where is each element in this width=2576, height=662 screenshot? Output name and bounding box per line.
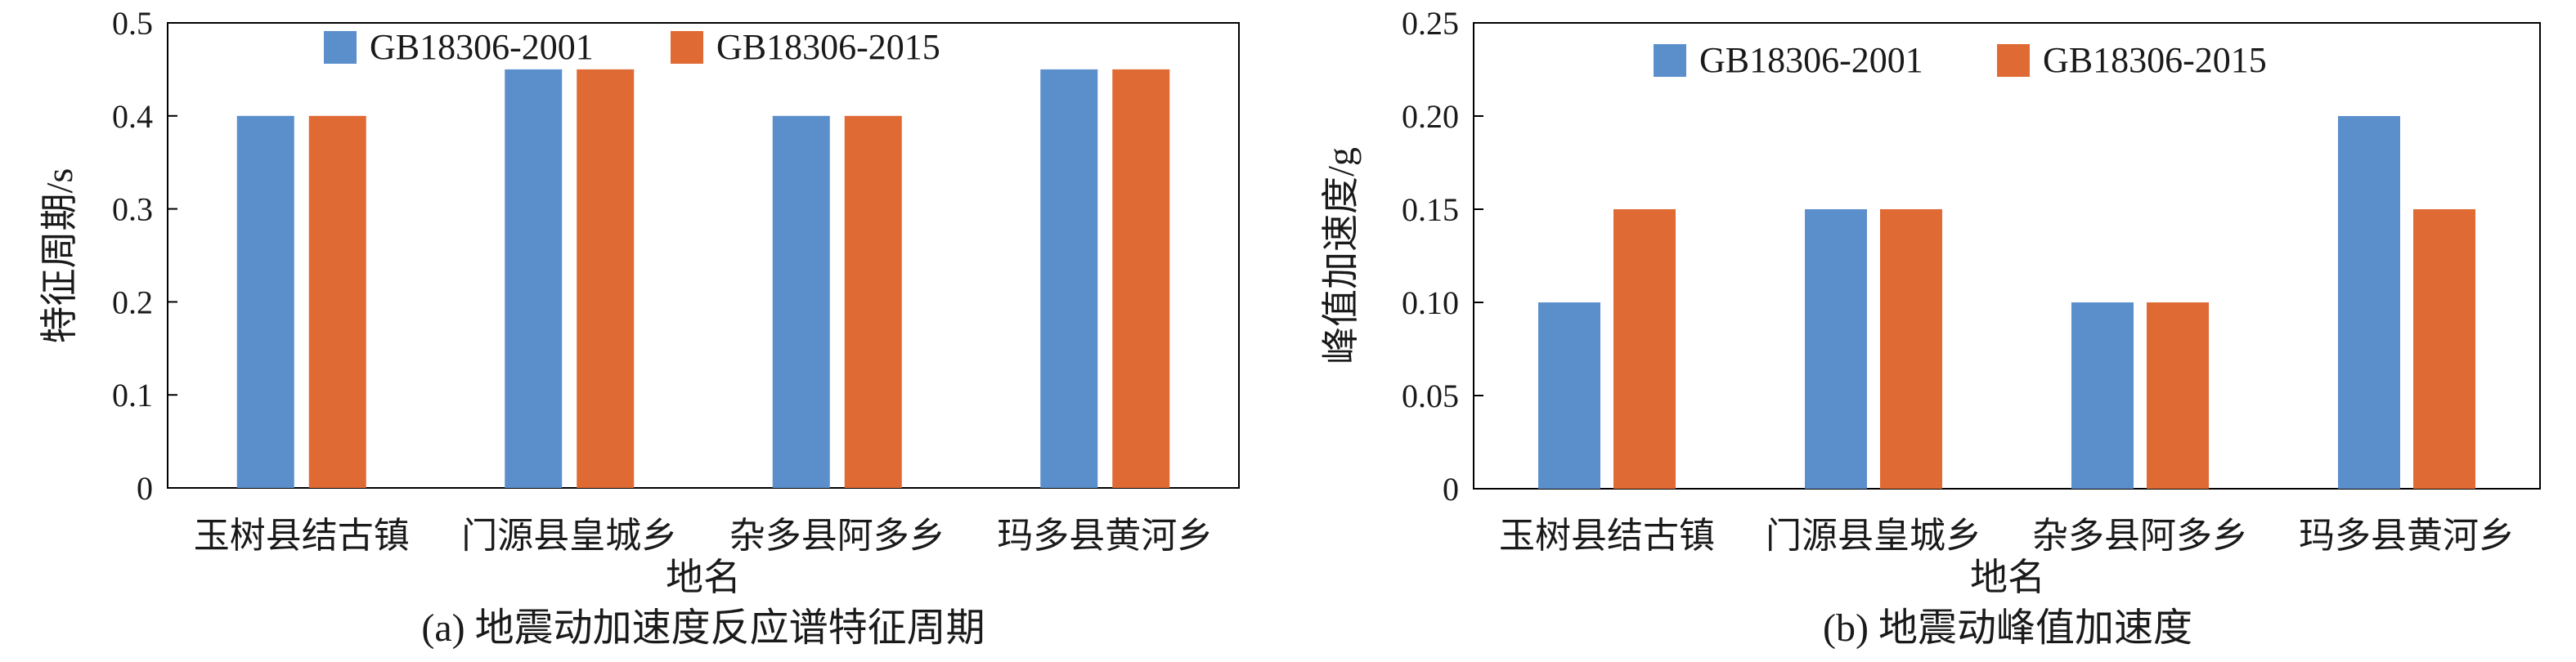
chart-b-bars: [1538, 116, 2475, 489]
chart-b-y-tick-label: 0.20: [1402, 98, 1459, 135]
chart-b-legend-label-2001: GB18306-2001: [1699, 40, 1923, 80]
chart-a-bar-2015-1: [308, 115, 366, 489]
chart-a-y-ticks: 0 0.1 0.2 0.3 0.4 0.5: [112, 5, 177, 507]
chart-b-bar-2001-4: [2338, 116, 2400, 489]
chart-b-bar-2015-4: [2413, 209, 2475, 489]
chart-b-plot-frame: [1473, 22, 2541, 490]
chart-b-bar-2001-3: [2071, 302, 2134, 489]
chart-a-y-tick-label: 0.2: [112, 284, 153, 320]
chart-a-bar-2015-4: [1112, 69, 1170, 488]
chart-a-bar-2015-3: [844, 115, 902, 489]
chart-b-bar-2015-1: [1613, 209, 1676, 489]
chart-b-y-ticks: 0 0.05 0.10 0.15 0.20 0.25: [1402, 5, 1483, 508]
chart-b-category-label: 杂多县阿多乡: [2032, 516, 2248, 556]
chart-a-category-label: 门源县皇城乡: [461, 516, 677, 556]
chart-a-plot-frame: [167, 22, 1240, 489]
chart-b-caption: (b) 地震动峰值加速度: [1823, 606, 2192, 650]
chart-a-category-label: 杂多县阿多乡: [729, 516, 945, 556]
chart-b-category-label: 玛多县黄河乡: [2299, 516, 2515, 556]
chart-b-legend-swatch-2001: [1654, 44, 1686, 77]
chart-b-x-axis-title: 地名: [1970, 557, 2045, 598]
chart-a-bar-2015-2: [577, 69, 635, 488]
chart-a-categories: 玉树县结古镇 门源县皇城乡 杂多县阿多乡 玛多县黄河乡: [194, 516, 1214, 556]
chart-a-y-tick-label: 0.1: [112, 377, 153, 414]
chart-b-y-tick-label: 0.15: [1402, 191, 1459, 228]
chart-b-y-tick-label: 0: [1443, 471, 1459, 508]
chart-b-y-tick-label: 0.25: [1402, 5, 1459, 42]
chart-a-bars: [236, 69, 1170, 489]
chart-a-y-tick-label: 0.4: [112, 98, 153, 135]
chart-b-y-tick-label: 0.05: [1402, 378, 1459, 414]
chart-a-x-axis-title: 地名: [666, 557, 741, 598]
chart-a-bar-2001-3: [772, 115, 830, 489]
chart-a-legend-label-2015: GB18306-2015: [716, 27, 940, 67]
chart-a-y-tick-label: 0.5: [112, 5, 153, 42]
chart-a-category-label: 玉树县结古镇: [194, 516, 410, 556]
chart-a-bar-2001-1: [236, 115, 294, 489]
chart-a-characteristic-period: 0 0.1 0.2 0.3 0.4 0.5 玉树县结古镇 门源县皇城乡 杂多县阿多乡 玛多县黄河…: [38, 5, 1240, 650]
chart-a-legend-swatch-2015: [671, 31, 703, 64]
chart-b-peak-acceleration: 0 0.05 0.10 0.15 0.20 0.25 玉树县结古镇 门源县皇城乡 杂多县阿多乡…: [1320, 5, 2541, 650]
chart-b-bar-2015-3: [2147, 302, 2209, 489]
chart-a-category-label: 玛多县黄河乡: [997, 516, 1213, 556]
chart-b-categories: 玉树县结古镇 门源县皇城乡 杂多县阿多乡 玛多县黄河乡: [1499, 516, 2515, 556]
chart-a-legend-swatch-2001: [324, 31, 357, 64]
chart-b-bar-2015-2: [1880, 209, 1942, 489]
chart-b-bar-2001-2: [1805, 209, 1867, 489]
chart-a-caption: (a) 地震动加速度反应谱特征周期: [421, 606, 985, 650]
chart-b-y-tick-label: 0.10: [1402, 284, 1459, 321]
chart-b-bar-2001-1: [1538, 302, 1600, 489]
chart-b-category-label: 玉树县结古镇: [1499, 516, 1715, 556]
chart-a-bar-2001-2: [505, 69, 563, 488]
chart-a-y-tick-label: 0: [137, 470, 153, 507]
chart-b-legend-swatch-2015: [1997, 44, 2030, 77]
chart-a-bar-2001-4: [1040, 69, 1098, 488]
chart-a-legend-label-2001: GB18306-2001: [370, 27, 594, 67]
chart-a-y-tick-label: 0.3: [112, 191, 153, 228]
chart-b-legend-label-2015: GB18306-2015: [2043, 40, 2267, 80]
chart-b-category-label: 门源县皇城乡: [1766, 516, 1981, 556]
chart-a-y-axis-title: 特征周期/s: [38, 168, 80, 344]
chart-b-y-axis-title: 峰值加速度/g: [1320, 147, 1362, 365]
